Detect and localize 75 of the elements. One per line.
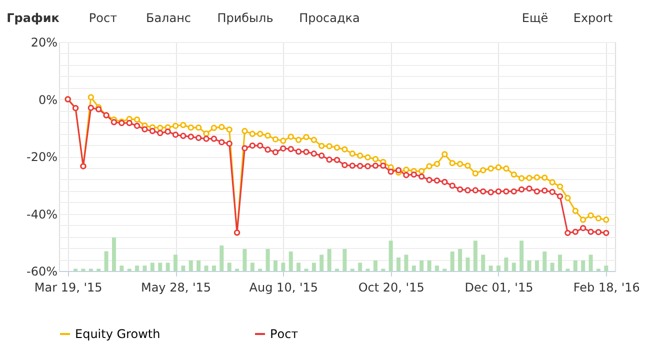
bar: [212, 266, 216, 271]
bar: [427, 260, 432, 271]
bar: [196, 260, 201, 271]
bar: [496, 266, 500, 271]
bar: [573, 260, 578, 271]
bar: [281, 262, 286, 271]
text: Ещё: [522, 11, 548, 25]
bar: [450, 252, 454, 271]
bar: [534, 260, 539, 271]
bar: [396, 258, 401, 271]
bar: [504, 258, 508, 271]
x-tick-label: Mar 19, '15: [34, 280, 102, 294]
y-tick-label: 0%: [38, 92, 58, 107]
text: Рост: [88, 11, 118, 25]
y-tick-label: 20%: [30, 36, 58, 50]
bar: [481, 254, 486, 271]
bar: [158, 262, 162, 271]
bar: [112, 238, 116, 271]
bar: [327, 248, 332, 271]
bar: [588, 254, 593, 271]
bar: [373, 260, 378, 271]
bar: [550, 262, 554, 271]
x-tick-label: Feb 18, '16: [573, 280, 640, 294]
x-tick-label: Dec 01, '15: [464, 280, 534, 294]
bar: [581, 260, 586, 271]
x-tick-label: Aug 10, '15: [249, 280, 318, 294]
bar: [135, 266, 140, 271]
bar: [188, 260, 193, 271]
bar: [242, 248, 247, 271]
bar: [227, 262, 232, 271]
y-tick-label: -20%: [26, 150, 58, 164]
bar: [358, 262, 362, 271]
bar: [466, 258, 470, 271]
x-tick-label: Oct 20, '15: [358, 280, 424, 294]
bar: [458, 248, 462, 271]
bar: [150, 262, 154, 271]
bar: [104, 251, 108, 271]
chart-title: График: [6, 11, 60, 25]
bar: [174, 254, 178, 271]
bar: [434, 266, 439, 271]
bar: [604, 266, 608, 271]
bar: [273, 260, 278, 271]
bar: [250, 262, 254, 271]
y-tick-label: -60%: [26, 264, 58, 278]
bar: [473, 240, 478, 271]
text: Просадка: [299, 11, 360, 25]
text: Прибыль: [217, 11, 274, 25]
legend-label: Рост: [270, 327, 298, 341]
bar: [166, 262, 170, 271]
bar: [520, 240, 524, 271]
bar: [120, 266, 124, 271]
bar: [420, 260, 424, 271]
bar: [181, 266, 186, 271]
y-tick-label: -40%: [26, 207, 58, 222]
bar: [527, 260, 532, 271]
bar: [388, 240, 393, 271]
bar: [558, 254, 562, 271]
bar: [288, 252, 293, 271]
bar: [404, 254, 408, 271]
bar: [142, 266, 147, 271]
text: Export: [573, 11, 613, 25]
text: Баланс: [146, 11, 192, 25]
bar: [320, 254, 324, 271]
bar: [220, 246, 224, 271]
bar: [204, 266, 208, 271]
bar: [488, 266, 493, 271]
bar: [342, 248, 347, 271]
bar: [412, 266, 416, 271]
bar: [542, 252, 547, 271]
bar: [312, 262, 316, 271]
bar: [296, 262, 301, 271]
x-tick-label: May 28, '15: [140, 280, 212, 294]
legend-label: Equity Growth: [75, 327, 160, 341]
bar: [512, 262, 516, 271]
bar: [266, 248, 270, 271]
